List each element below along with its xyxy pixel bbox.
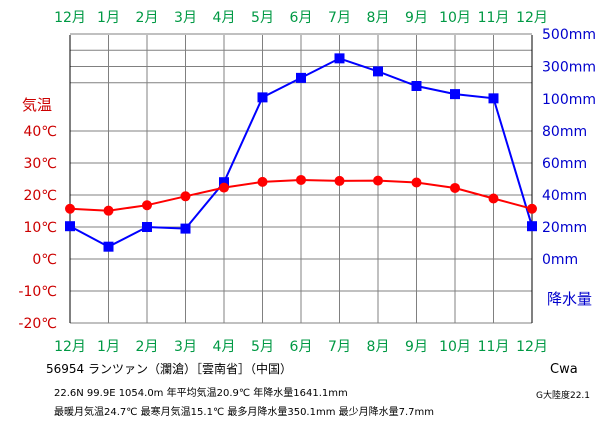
precipitation-point [180,223,191,234]
precipitation-tick-label: 100mm [542,92,596,108]
temperature-point [142,200,152,211]
station-title: 56954 ランツァン（瀾滄）［雲南省］（中国） [46,362,292,376]
month-label-bottom: 7月 [328,339,351,355]
month-label-top: 6月 [290,10,313,26]
precipitation-point [488,93,499,104]
precipitation-tick-label: 60mm [542,156,587,172]
precipitation-series [65,53,537,252]
temperature-point [411,177,422,188]
month-label-top: 10月 [439,10,471,26]
temperature-tick-label: 30℃ [23,156,57,172]
precipitation-tick-label: 40mm [542,188,587,204]
precipitation-point [373,66,383,77]
month-label-top: 12月 [54,10,86,26]
continentality-index: G大陸度22.1 [536,391,591,401]
month-label-bottom: 12月 [54,339,86,355]
precipitation-point [334,53,345,64]
temperature-tick-label: 0℃ [32,252,57,268]
month-label-top: 9月 [405,10,428,26]
temperature-point [527,203,537,214]
temperature-point [373,175,383,186]
precipitation-point [411,81,422,91]
temperature-tick-label: -10℃ [18,284,57,300]
month-label-bottom: 10月 [439,339,471,355]
precipitation-point [450,89,460,100]
precipitation-axis-title: 降水量 [547,290,592,308]
month-label-top: 8月 [367,10,390,26]
month-label-top: 11月 [478,10,510,26]
month-label-bottom: 12月 [516,339,548,355]
month-label-bottom: 1月 [97,339,120,355]
month-label-top: 7月 [328,10,351,26]
station-summary-line2: 最暖月気温24.7℃ 最寒月気温15.1℃ 最多月降水量350.1mm 最少月降… [54,407,435,418]
temperature-point [334,175,345,186]
month-label-top: 5月 [251,10,274,26]
precipitation-point [103,241,114,252]
month-label-top: 2月 [136,10,159,26]
precipitation-tick-label: 300mm [542,60,596,76]
temperature-series [65,174,537,216]
precipitation-tick-label: 500mm [542,27,596,43]
temperature-tick-label: 20℃ [23,188,57,204]
temperature-tick-label: 10℃ [23,220,57,236]
temperature-axis-title: 気温 [22,96,52,114]
month-label-top: 4月 [213,10,236,26]
temperature-tick-labels: 40℃ 30℃ 20℃ 10℃ 0℃ -10℃ -20℃ [18,124,57,332]
temperature-tick-label: -20℃ [18,316,57,332]
precipitation-tick-label: 0mm [542,252,578,268]
month-labels-bottom: 12月 1月 2月 3月 4月 5月 6月 7月 8月 9月 10月 11月 12月 [54,339,548,355]
climate-classification: Cwa [550,362,578,377]
month-label-bottom: 8月 [367,339,390,355]
precipitation-tick-label: 80mm [542,124,587,140]
month-label-bottom: 2月 [136,339,159,355]
precipitation-point [142,222,152,232]
precipitation-point [527,221,537,232]
temperature-point [488,193,499,204]
month-label-bottom: 9月 [405,339,428,355]
station-summary-line1: 22.6N 99.9E 1054.0m 年平均気温20.9℃ 年降水量1641.… [54,388,348,399]
axes [69,35,533,323]
temperature-point [257,176,268,187]
precipitation-point [296,72,306,83]
temperature-point [180,191,191,202]
month-label-top: 1月 [97,10,120,26]
month-label-bottom: 6月 [290,339,313,355]
month-label-bottom: 11月 [478,339,510,355]
month-label-bottom: 5月 [251,339,274,355]
month-label-top: 3月 [174,10,197,26]
temperature-point [65,203,75,214]
temperature-point [103,205,114,216]
month-label-bottom: 4月 [213,339,236,355]
month-label-bottom: 3月 [174,339,197,355]
month-labels-top: 12月 1月 2月 3月 4月 5月 6月 7月 8月 9月 10月 11月 12月 [54,10,548,26]
precipitation-point [219,177,229,188]
precipitation-tick-label: 20mm [542,220,587,236]
temperature-point [296,174,306,185]
precipitation-point [65,221,75,232]
precipitation-point [257,92,268,103]
temperature-point [450,182,460,193]
precipitation-tick-labels: 500mm 300mm 100mm 80mm 60mm 40mm 20mm 0mm [542,27,596,268]
temperature-point [219,182,229,193]
temperature-tick-label: 40℃ [23,124,57,140]
month-label-top: 12月 [516,10,548,26]
